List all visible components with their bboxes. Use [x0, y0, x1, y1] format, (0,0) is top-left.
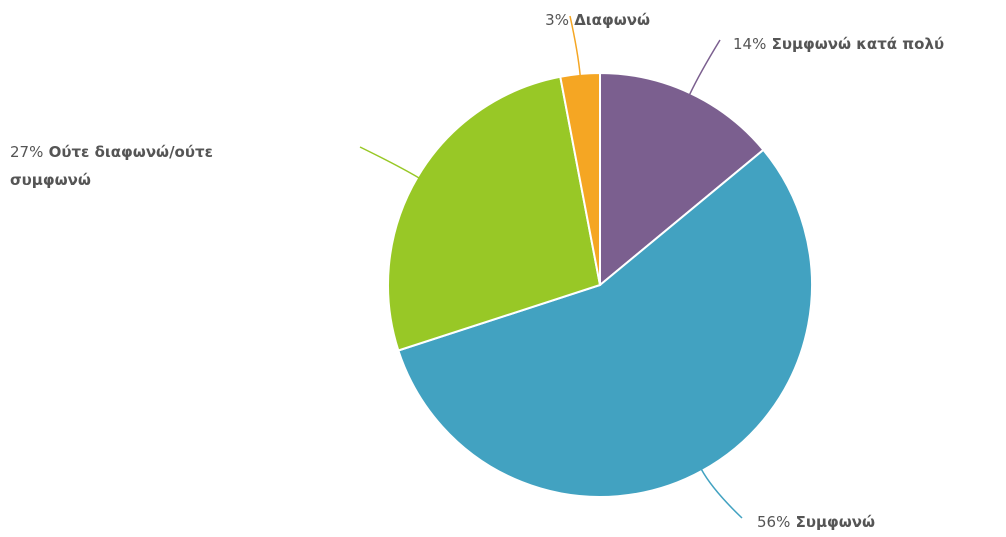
data-label: 27% Ούτε διαφωνώ/ούτε συμφωνώ [10, 138, 285, 194]
value-label: 14% [733, 35, 767, 53]
leader-line [569, 15, 581, 77]
category-label: Διαφωνώ [574, 11, 650, 29]
value-label: 27% [10, 143, 44, 161]
leader-line [359, 146, 420, 179]
category-label: Ούτε διαφωνώ/ούτε συμφωνώ [10, 143, 213, 189]
data-label: 56% Συμφωνώ [757, 508, 875, 536]
category-label: Συμφωνώ [795, 513, 876, 531]
category-label: Συμφωνώ κατά πολύ [771, 35, 945, 53]
leader-line [700, 468, 743, 519]
data-label: 14% Συμφωνώ κατά πολύ [733, 30, 944, 58]
value-label: 56% [757, 513, 791, 531]
leader-line [688, 39, 721, 96]
value-label: 3% [545, 11, 569, 29]
data-label: 3% Διαφωνώ [545, 6, 650, 34]
